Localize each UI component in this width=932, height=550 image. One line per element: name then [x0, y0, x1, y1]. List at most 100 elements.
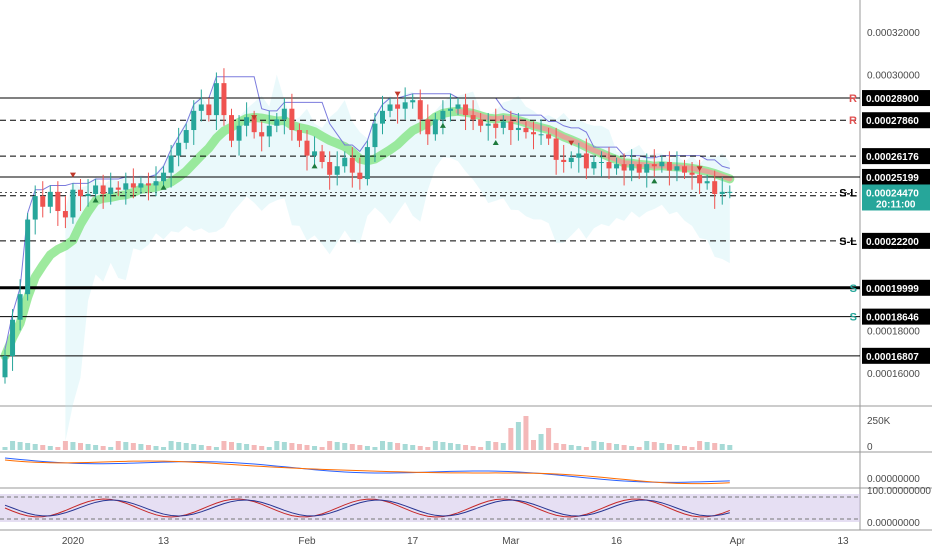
candle-body	[183, 130, 189, 143]
candle-body	[115, 187, 121, 190]
volume-bar	[478, 447, 484, 450]
candle-body	[266, 125, 272, 137]
volume-bar	[712, 443, 718, 450]
candle-body	[621, 164, 627, 171]
candle-body	[2, 355, 8, 378]
candle-body	[93, 185, 99, 194]
date-tick-label: 16	[611, 536, 623, 547]
level-price-label: 0.00018646	[866, 313, 919, 324]
candle-body	[493, 123, 499, 128]
candle-body	[213, 83, 219, 116]
volume-bar	[236, 443, 242, 450]
volume-bar	[198, 445, 204, 450]
candle-body	[583, 153, 589, 169]
volume-bar	[327, 441, 333, 450]
volume-bar	[213, 447, 219, 450]
volume-bar	[244, 444, 250, 450]
candle-body	[334, 166, 340, 175]
last-price-box	[862, 184, 930, 211]
volume-bar	[55, 447, 61, 450]
candle-body	[629, 164, 635, 171]
candle-body	[32, 196, 38, 220]
volume-bar	[138, 444, 144, 450]
volume-bar	[47, 446, 53, 450]
candle-body	[614, 164, 620, 169]
rsi-band	[0, 494, 860, 522]
candle-body	[546, 134, 552, 139]
volume-bar	[334, 442, 340, 450]
level-price-label: 0.00025199	[866, 173, 919, 184]
candle-body	[281, 108, 287, 120]
buy-signal-marker	[92, 197, 99, 203]
candle-body	[697, 174, 703, 184]
volume-bar	[614, 444, 620, 450]
level-price-label: 0.00028900	[866, 94, 919, 105]
level-price-label: 0.00019999	[866, 284, 919, 295]
volume-bar	[463, 445, 469, 450]
candle-body	[289, 108, 295, 131]
volume-bar	[145, 445, 151, 450]
candle-body	[636, 164, 642, 173]
candle-body	[417, 100, 423, 120]
candle-body	[508, 121, 514, 131]
macd-pane: 0.00000000	[4, 457, 920, 485]
candle-body	[40, 196, 46, 207]
volume-bar	[395, 443, 401, 450]
buy-signal-marker	[311, 163, 318, 169]
volume-bar	[62, 441, 68, 450]
candle-body	[251, 117, 257, 133]
date-tick-label: Feb	[298, 536, 316, 547]
bar-countdown: 20:11:00	[876, 199, 916, 210]
candle-body	[470, 115, 476, 120]
volume-bar	[342, 443, 348, 450]
candle-body	[651, 164, 657, 167]
candle-body	[455, 104, 461, 109]
candle-body	[402, 102, 408, 109]
volume-bar	[515, 422, 521, 450]
candle-body	[100, 185, 106, 194]
candle-body	[553, 138, 559, 160]
rsi-pane: 100.00000000 0.00000000	[0, 486, 931, 529]
volume-bar	[689, 447, 695, 450]
candle-body	[432, 119, 438, 135]
volume-bar	[561, 444, 567, 450]
volume-bar	[417, 446, 423, 450]
candle-body	[312, 151, 318, 156]
candle-body	[531, 132, 536, 135]
candle-body	[342, 157, 348, 167]
volume-bar	[130, 443, 136, 450]
level-price-box	[862, 112, 930, 129]
candle-body	[674, 166, 680, 171]
volume-bar	[425, 447, 431, 450]
level-price-box	[862, 148, 930, 165]
time-axis[interactable]: 202013Feb17Mar16Apr13M	[62, 536, 932, 547]
level-price-label: 0.00022200	[866, 237, 919, 248]
candle-layer	[2, 68, 733, 384]
volume-bar	[281, 442, 287, 450]
candle-body	[357, 172, 363, 180]
volume-bar	[666, 444, 672, 450]
candle-body	[666, 162, 672, 171]
volume-bar	[85, 444, 91, 450]
volume-pane: 250K 0	[2, 416, 891, 453]
sell-signal-marker	[696, 166, 703, 172]
sell-signal-marker	[394, 91, 401, 97]
candle-body	[274, 119, 280, 126]
volume-tick-label: 250K	[867, 416, 891, 427]
candle-body	[198, 104, 204, 111]
level-price-box	[862, 347, 930, 364]
candle-body	[123, 183, 129, 190]
sell-signal-marker	[69, 172, 76, 178]
volume-bar	[500, 443, 506, 450]
candle-body	[161, 172, 167, 182]
rsi-k-line	[4, 498, 730, 518]
candle-body	[591, 162, 597, 169]
volume-bar	[17, 442, 23, 450]
date-tick-label: 13	[158, 536, 170, 547]
date-tick-label: Apr	[730, 536, 746, 547]
candle-body	[229, 115, 234, 141]
candle-body	[153, 181, 159, 186]
level-marker: S	[850, 283, 857, 295]
price-tick-label: 0.00030000	[867, 71, 920, 82]
